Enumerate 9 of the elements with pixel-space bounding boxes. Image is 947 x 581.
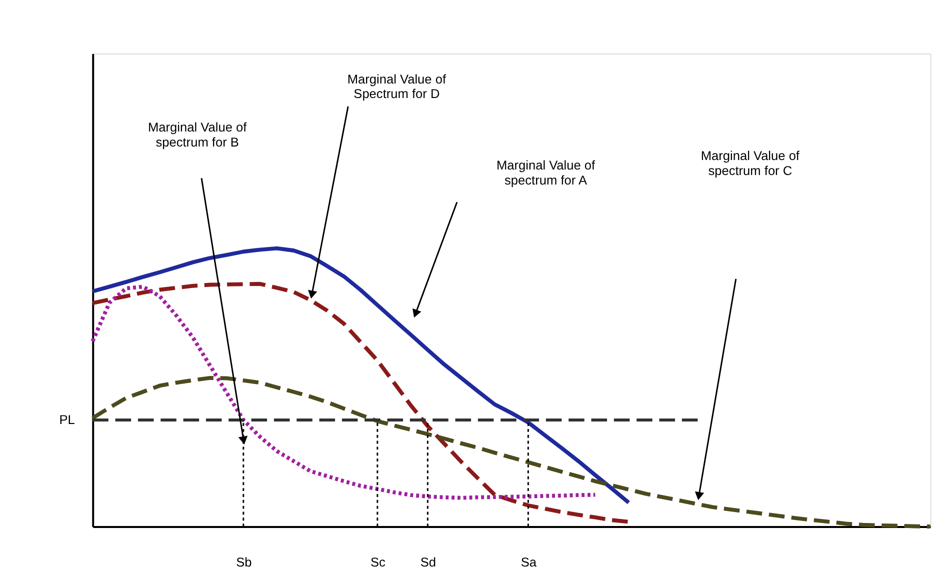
x-tick-label: Sd <box>420 554 436 570</box>
text: Marginal Value of spectrum for C <box>700 148 800 178</box>
x-tick-label: Sa <box>520 554 538 570</box>
text: Marginal Value of spectrum for B <box>148 119 248 150</box>
ref-line-label: PL <box>59 412 75 427</box>
x-tick-label: Sb <box>236 554 252 570</box>
x-tick-label: Sc <box>370 554 386 570</box>
text: Marginal Value of Spectrum for D <box>347 71 446 102</box>
text: Marginal Value of spectrum for A <box>496 158 596 188</box>
